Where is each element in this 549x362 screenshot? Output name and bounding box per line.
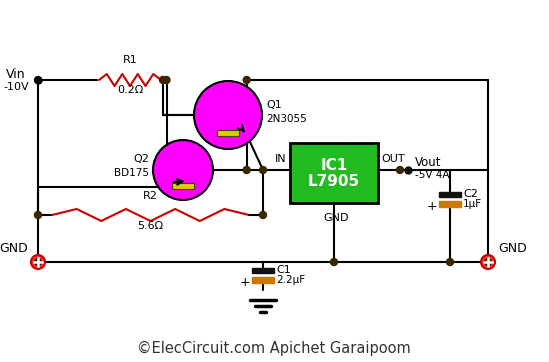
Text: 0.2Ω: 0.2Ω [117,85,143,95]
Circle shape [243,167,250,173]
Text: -10V: -10V [3,82,29,92]
Circle shape [396,167,404,173]
Text: C2: C2 [463,189,478,199]
Circle shape [481,255,495,269]
Bar [217,130,239,136]
Text: +: + [427,199,437,212]
Text: IN: IN [274,154,286,164]
Text: GND: GND [498,241,526,254]
Text: Q1: Q1 [266,100,282,110]
Text: R1: R1 [122,55,137,65]
Text: 1μF: 1μF [463,199,482,209]
Text: ©ElecCircuit.com Apichet Garaipoom: ©ElecCircuit.com Apichet Garaipoom [137,341,411,355]
Circle shape [260,211,266,219]
Text: IC1: IC1 [321,157,348,173]
Text: Q2: Q2 [133,154,149,164]
Text: C1: C1 [276,265,291,275]
Circle shape [446,258,453,265]
Bar [252,277,274,283]
Text: Vout: Vout [415,156,441,168]
Text: GND: GND [323,213,349,223]
Bar [439,192,461,197]
Text: OUT: OUT [381,154,405,164]
Text: +: + [239,275,250,289]
Circle shape [31,255,45,269]
Text: GND: GND [0,241,28,254]
Circle shape [260,167,266,173]
Circle shape [194,81,262,149]
Text: BD175: BD175 [114,168,149,178]
Bar [252,268,274,273]
Text: Vin: Vin [6,68,26,81]
Circle shape [153,140,213,200]
Text: 2N3055: 2N3055 [266,114,307,124]
Circle shape [243,76,250,84]
Circle shape [35,76,42,84]
Circle shape [485,258,491,265]
Text: -5V 4A: -5V 4A [415,170,450,180]
Bar [290,143,378,203]
Circle shape [163,76,170,84]
Circle shape [330,258,338,265]
Text: R2: R2 [143,191,158,201]
Text: 5.6Ω: 5.6Ω [137,221,164,231]
Text: 2.2μF: 2.2μF [276,275,305,285]
Circle shape [35,211,42,219]
Circle shape [35,258,42,265]
Text: L7905: L7905 [308,174,360,189]
Circle shape [160,76,166,84]
Bar [172,183,194,189]
Bar [439,201,461,207]
